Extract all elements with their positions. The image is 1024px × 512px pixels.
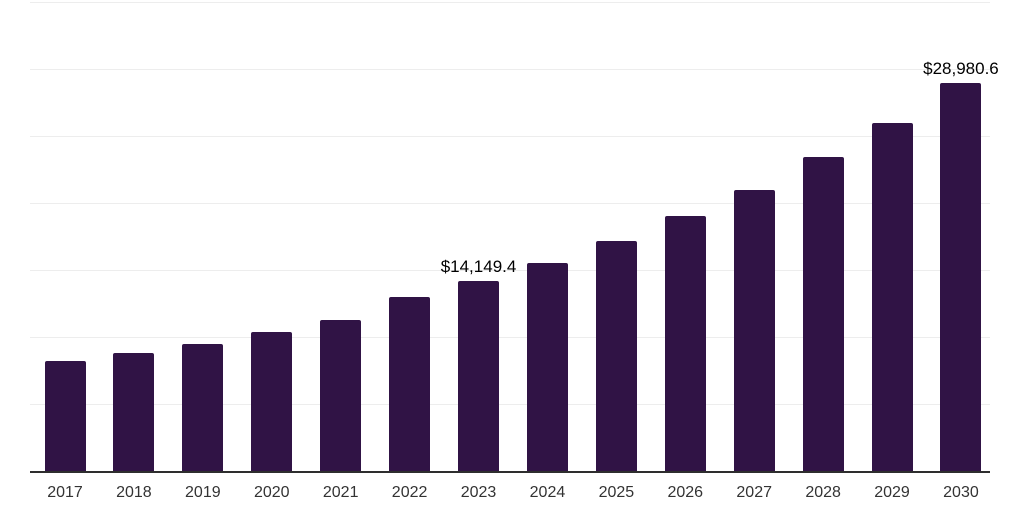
bar-2028[interactable] xyxy=(802,157,844,471)
gridline-20000 xyxy=(30,203,990,204)
x-tick-2029: 2029 xyxy=(874,484,910,501)
x-tick-2024: 2024 xyxy=(529,484,566,501)
gridline-25000 xyxy=(30,136,990,137)
x-tick-2019: 2019 xyxy=(185,484,221,501)
bar-2027[interactable] xyxy=(733,189,775,471)
data-label-2023: $14,149.4 xyxy=(440,257,517,277)
x-tick-2027: 2027 xyxy=(736,484,772,501)
x-tick-2017: 2017 xyxy=(47,484,83,501)
bar-2030[interactable] xyxy=(940,82,982,471)
x-tick-2022: 2022 xyxy=(391,484,428,501)
x-tick-2023: 2023 xyxy=(460,484,497,501)
bar-2018[interactable] xyxy=(113,353,155,471)
bar-2025[interactable] xyxy=(595,240,637,471)
bar-2017[interactable] xyxy=(44,361,86,471)
gridline-5000 xyxy=(30,404,990,405)
x-tick-2018: 2018 xyxy=(116,484,152,501)
bar-2026[interactable] xyxy=(664,216,706,471)
x-tick-2025: 2025 xyxy=(598,484,635,501)
gridline-30000 xyxy=(30,69,990,70)
bar-2024[interactable] xyxy=(526,263,568,471)
data-label-2030: $28,980.6 xyxy=(923,58,999,78)
x-axis-line xyxy=(30,471,990,473)
bar-2029[interactable] xyxy=(871,122,913,471)
x-tick-2028: 2028 xyxy=(805,484,841,501)
x-tick-2026: 2026 xyxy=(667,484,704,501)
gridline-10000 xyxy=(30,337,990,338)
bar-2021[interactable] xyxy=(320,319,362,471)
x-tick-2021: 2021 xyxy=(322,484,359,501)
x-tick-2020: 2020 xyxy=(253,484,290,501)
bar-2019[interactable] xyxy=(182,343,224,471)
gridline-35000 xyxy=(30,2,990,3)
bar-2022[interactable] xyxy=(389,296,431,471)
bar-2020[interactable] xyxy=(251,331,293,471)
bar-2023[interactable] xyxy=(458,281,500,471)
x-tick-2030: 2030 xyxy=(943,484,979,501)
